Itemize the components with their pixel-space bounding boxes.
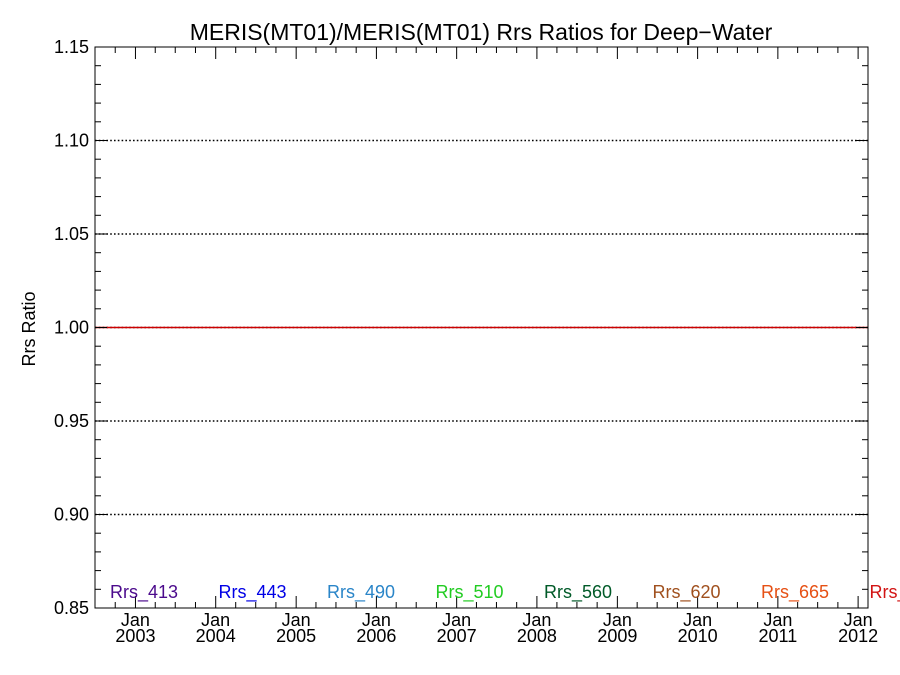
x-tick-year-label: 2006: [356, 626, 396, 646]
legend-label: Rrs_620: [653, 582, 721, 603]
y-tick-label: 1.15: [54, 37, 89, 57]
x-tick-month-label: Jan: [201, 610, 230, 630]
y-axis-label: Rrs Ratio: [19, 291, 39, 366]
legend-label: Rrs_510: [436, 582, 504, 603]
legend-label: Rrs_: [870, 582, 900, 603]
x-tick-year-label: 2007: [437, 626, 477, 646]
x-tick-month-label: Jan: [522, 610, 551, 630]
y-tick-label: 0.90: [54, 505, 89, 525]
chart-title: MERIS(MT01)/MERIS(MT01) Rrs Ratios for D…: [190, 19, 773, 45]
x-tick-month-label: Jan: [603, 610, 632, 630]
x-tick-year-label: 2008: [517, 626, 557, 646]
y-tick-label: 1.05: [54, 224, 89, 244]
x-tick-month-label: Jan: [282, 610, 311, 630]
y-tick-label: 0.85: [54, 598, 89, 618]
x-tick-month-label: Jan: [844, 610, 873, 630]
x-tick-month-label: Jan: [442, 610, 471, 630]
x-tick-year-label: 2011: [759, 626, 798, 646]
legend-label: Rrs_413: [110, 582, 178, 603]
x-tick-month-label: Jan: [683, 610, 712, 630]
legend-label: Rrs_490: [327, 582, 395, 603]
y-tick-label: 1.10: [54, 131, 89, 151]
x-tick-year-label: 2005: [276, 626, 316, 646]
x-tick-month-label: Jan: [763, 610, 792, 630]
x-tick-year-label: 2003: [115, 626, 155, 646]
x-tick-year-label: 2009: [597, 626, 637, 646]
y-tick-label: 0.95: [54, 411, 89, 431]
x-tick-year-label: 2004: [196, 626, 236, 646]
axes: 0.850.900.951.001.051.101.15Jan2003Jan20…: [54, 37, 878, 646]
legend-label: Rrs_560: [544, 582, 612, 603]
y-tick-label: 1.00: [54, 318, 89, 338]
legend-label: Rrs_665: [761, 582, 829, 603]
x-tick-month-label: Jan: [121, 610, 150, 630]
x-tick-month-label: Jan: [362, 610, 391, 630]
legend: Rrs_413 Rrs_443 Rrs_490 Rrs_510 Rrs_560 Rrs_6…: [110, 582, 900, 603]
x-tick-year-label: 2012: [838, 626, 878, 646]
x-tick-year-label: 2010: [678, 626, 718, 646]
legend-label: Rrs_443: [219, 582, 287, 603]
